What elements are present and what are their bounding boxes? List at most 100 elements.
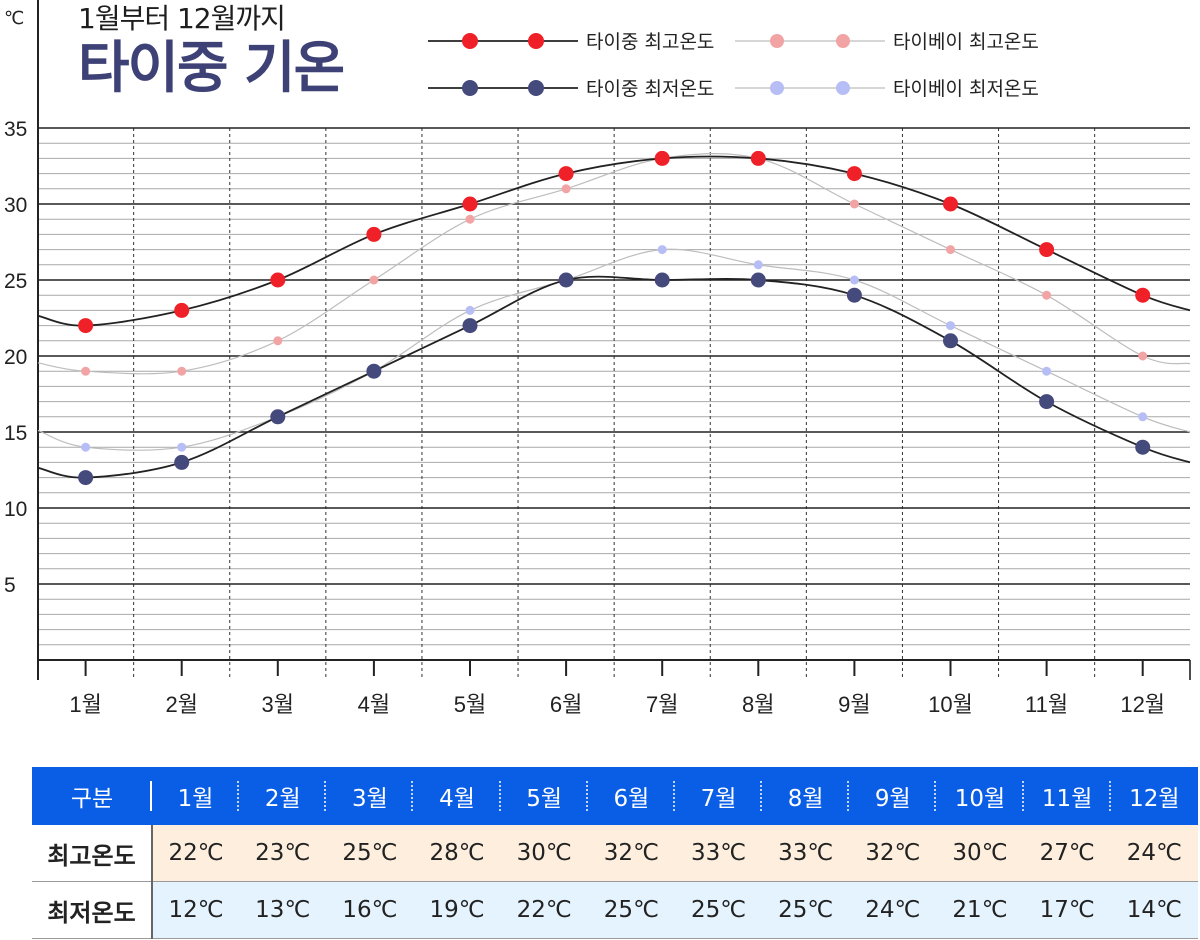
table-row-high: 최고온도 22℃ 23℃ 25℃ 28℃ 30℃ 32℃ 33℃ 33℃ 32℃… — [32, 825, 1198, 882]
data-point — [849, 199, 859, 209]
temperature-table: 구분 1월 2월 3월 4월 5월 6월 7월 8월 9월 10월 11월 12… — [32, 767, 1198, 939]
legend-label: 타이베이 최저온도 — [893, 78, 1039, 100]
table-cell: 33℃ — [762, 825, 850, 882]
table-header-month: 2월 — [239, 767, 327, 825]
table-header-month: 6월 — [587, 767, 676, 825]
data-point — [465, 305, 475, 315]
data-point — [462, 196, 478, 212]
series-2 — [37, 272, 1191, 486]
data-point — [750, 150, 766, 166]
table-cell: 25℃ — [762, 881, 850, 939]
data-point — [369, 275, 379, 285]
data-point — [174, 454, 190, 470]
legend-marker — [770, 81, 784, 95]
data-point — [946, 321, 955, 331]
data-point — [561, 184, 571, 194]
legend-marker — [836, 81, 850, 95]
legend-item: 타이베이 최고온도 — [735, 31, 1039, 53]
title-block: 1월부터 12월까지 타이중 기온 — [78, 2, 345, 102]
table-cell: 25℃ — [326, 825, 414, 882]
table-row-label: 최저온도 — [32, 881, 153, 939]
y-tick-label: 30 — [4, 194, 27, 217]
data-point — [1039, 394, 1055, 410]
table-cell: 23℃ — [239, 825, 327, 882]
legend-marker — [836, 34, 850, 48]
table-cell: 21℃ — [936, 881, 1024, 939]
y-tick-label: 20 — [4, 346, 27, 369]
table-header-row: 구분 1월 2월 3월 4월 5월 6월 7월 8월 9월 10월 11월 12… — [32, 767, 1198, 825]
series-0 — [37, 150, 1191, 334]
table-cell: 13℃ — [239, 881, 327, 939]
grid — [38, 127, 1190, 680]
data-point — [849, 275, 859, 285]
table-header-month: 4월 — [413, 767, 501, 825]
table-cell: 24℃ — [849, 881, 937, 939]
table-cell: 17℃ — [1023, 881, 1111, 939]
data-point — [273, 336, 283, 346]
legend-marker — [528, 33, 544, 49]
table-row-low: 최저온도 12℃ 13℃ 16℃ 19℃ 22℃ 25℃ 25℃ 25℃ 24℃… — [32, 881, 1198, 939]
data-point — [946, 245, 955, 255]
x-tick-label: 8월 — [742, 692, 774, 717]
data-point — [1039, 242, 1055, 258]
table-cell: 25℃ — [587, 881, 675, 939]
legend-label: 타이베이 최고온도 — [893, 31, 1039, 53]
data-point — [750, 272, 766, 288]
y-tick-label: 5 — [4, 574, 16, 597]
table-header-month: 9월 — [849, 767, 937, 825]
legend-label: 타이중 최저온도 — [586, 78, 714, 100]
table-header-month: 11월 — [1023, 767, 1111, 825]
data-point — [174, 302, 190, 318]
chart-title: 타이중 기온 — [78, 36, 345, 101]
series-line — [37, 155, 1191, 327]
legend-marker — [770, 34, 784, 48]
table-header-month: 7월 — [674, 767, 763, 825]
series-line — [37, 153, 1191, 375]
table-cell: 32℃ — [587, 825, 675, 882]
table-row-label: 최고온도 — [32, 825, 153, 882]
y-tick-label: 25 — [4, 270, 27, 293]
x-tick-label: 2월 — [165, 692, 197, 717]
temperature-chart: 5 10 15 20 25 30 35 1월 2월 3월 4월 5월 6월 7월 8월 9월 10월 11월 12월… — [4, 0, 1191, 717]
x-tick-label: 6월 — [550, 692, 582, 717]
legend-marker — [462, 33, 478, 49]
table-header-month: 12월 — [1110, 767, 1198, 825]
chart-subtitle: 1월부터 12월까지 — [78, 2, 286, 35]
y-axis-unit-label: ℃ — [4, 8, 25, 29]
x-tick-label: 3월 — [262, 692, 294, 717]
table-cell: 22℃ — [500, 881, 588, 939]
table-header-category: 구분 — [32, 767, 152, 825]
x-tick-label: 4월 — [358, 692, 390, 717]
table-cell: 19℃ — [413, 881, 501, 939]
table-cell: 12℃ — [152, 881, 240, 939]
data-point — [1042, 366, 1052, 376]
table-header-month: 5월 — [500, 767, 588, 825]
data-point — [654, 150, 670, 166]
table-cell: 32℃ — [849, 825, 937, 882]
data-point — [753, 260, 763, 270]
legend-label: 타이중 최고온도 — [586, 31, 714, 53]
data-point — [943, 196, 958, 212]
table-header-month: 1월 — [152, 767, 240, 825]
data-point — [465, 214, 475, 224]
series-line — [37, 275, 1191, 479]
legend-item: 타이중 최고온도 — [428, 31, 714, 53]
table-cell: 33℃ — [674, 825, 763, 882]
data-point — [1135, 287, 1151, 303]
table-cell: 16℃ — [326, 881, 414, 939]
data-point — [1135, 439, 1151, 455]
data-point — [657, 245, 667, 255]
x-tick-label: 12월 — [1120, 692, 1165, 717]
data-point — [177, 366, 187, 376]
data-point — [81, 366, 91, 376]
y-tick-label: 10 — [4, 498, 27, 521]
legend-marker — [528, 80, 544, 96]
table-cell: 27℃ — [1023, 825, 1111, 882]
table-cell: 22℃ — [152, 825, 240, 882]
data-point — [270, 409, 286, 425]
data-point — [78, 318, 94, 334]
table-header-month: 3월 — [326, 767, 414, 825]
legend-item: 타이중 최저온도 — [428, 78, 714, 100]
data-point — [462, 318, 478, 334]
y-tick-label: 35 — [4, 118, 27, 141]
